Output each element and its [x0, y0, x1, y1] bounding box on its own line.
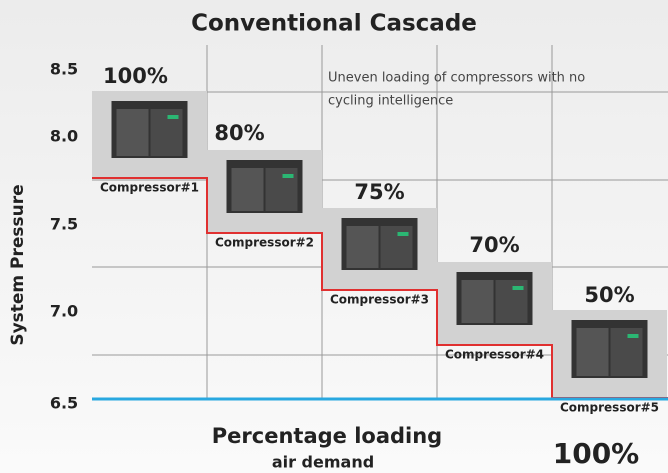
compressor-name: Compressor#3: [330, 293, 429, 307]
loading-label: 75%: [354, 180, 404, 204]
step-line: [92, 177, 668, 399]
x-axis-title: Percentage loading: [212, 424, 442, 448]
title: Conventional Cascade: [191, 11, 477, 37]
y-tick-label: 6.5: [50, 394, 78, 413]
compressor-name: Compressor#5: [560, 401, 659, 415]
indicator: [627, 334, 639, 338]
y-axis-title: System Pressure: [8, 184, 28, 345]
compressor-door: [116, 109, 149, 156]
y-tick-label: 8.5: [50, 60, 78, 79]
y-tick-label: 8.0: [50, 127, 78, 146]
compressor-name: Compressor#4: [445, 348, 544, 362]
indicator: [512, 286, 524, 290]
loading-label: 80%: [214, 121, 264, 145]
loading-label: 100%: [103, 64, 168, 88]
loading-label: 70%: [469, 233, 519, 257]
compressor-door: [461, 280, 494, 323]
compressor-door: [346, 226, 379, 268]
x-axis-subtitle: air demand: [272, 453, 374, 472]
y-tick-label: 7.0: [50, 302, 78, 321]
total-label: 100%: [553, 437, 640, 470]
compressor-name: Compressor#1: [100, 181, 199, 195]
indicator: [167, 115, 179, 119]
compressor-door: [231, 168, 264, 211]
annotation: cycling intelligence: [328, 94, 453, 109]
y-tick-label: 7.5: [50, 215, 78, 234]
indicator: [282, 174, 294, 178]
compressor-door: [576, 328, 609, 376]
indicator: [397, 232, 409, 236]
compressors: 8.5 8.0 7.5 7.0 6.5 100% Compressor#1 80% Compre…: [50, 60, 667, 415]
loading-label: 50%: [584, 283, 634, 307]
compressor-name: Compressor#2: [215, 236, 314, 250]
annotation: Uneven loading of compressors with no: [328, 71, 585, 86]
